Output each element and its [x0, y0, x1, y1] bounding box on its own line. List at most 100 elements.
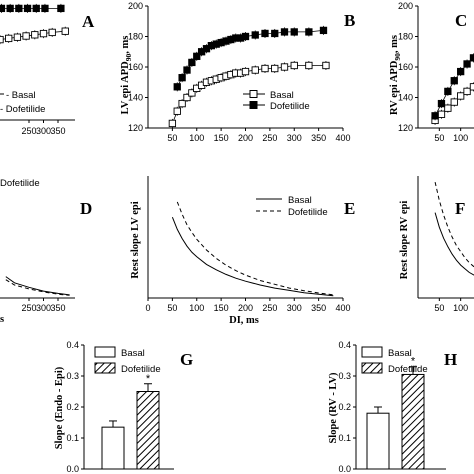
- panel-g-y-tick-label: 0.3: [66, 371, 79, 381]
- panel-a-point: [57, 4, 65, 13]
- panel-c-y-tick-label: 160: [398, 62, 413, 72]
- panel-b-point: [168, 119, 177, 128]
- panel-b-point: [178, 74, 186, 82]
- panel-g-legend: Basal Dofetilide: [94, 346, 161, 375]
- panel-d-x-axis-label: s: [0, 314, 4, 325]
- panel-h-bar-basal: [366, 412, 390, 470]
- panel-c-y-tick-label: 180: [398, 32, 413, 42]
- panel-b-point: [251, 31, 259, 39]
- panel-b-point: [261, 64, 269, 73]
- panel-e-line-basal: [171, 217, 334, 297]
- panel-b-point: [188, 89, 196, 97]
- panel-b-point: [241, 67, 250, 76]
- legend-label-dofetilide: Dofetilide: [288, 207, 328, 218]
- panel-b-point: [305, 28, 313, 36]
- panel-letter-d: D: [80, 199, 92, 218]
- panel-h-y-tick-label: 0.1: [338, 433, 351, 443]
- panel-b-y-axis-label: LV epi APD90, ms: [120, 36, 133, 115]
- panel-c-point: [437, 99, 446, 108]
- legend-label-dofetilide: Dofetilide: [270, 101, 310, 112]
- panel-d-x-tick-label: 300: [36, 303, 51, 313]
- panel-f-x-tick-label: 100: [453, 303, 468, 313]
- panel-letter-b: B: [344, 11, 355, 30]
- panel-c: C 120 140 160 180 200 50 100 RV epi APD90, ms: [389, 1, 474, 143]
- panel-h-y-tick-label: 0.3: [338, 371, 351, 381]
- panel-b-point: [271, 64, 279, 73]
- panel-f-axes: 50 100: [417, 176, 474, 313]
- legend-label-basal: Basal: [121, 348, 145, 359]
- panel-b-point: [319, 26, 328, 35]
- panel-a-x-ticks: 250 300 350: [21, 120, 66, 136]
- panel-letter-a: A: [82, 12, 95, 31]
- panel-letter-g: G: [180, 350, 193, 369]
- panel-b-x-tick-label: 300: [287, 133, 302, 143]
- legend-label-dofetilide: Dofetilide: [121, 364, 161, 375]
- panel-h-bars: *: [366, 356, 425, 470]
- panel-a-point: [41, 4, 49, 13]
- panel-c-y-axis-label: RV epi APD90, ms: [389, 35, 402, 115]
- panel-h-bar-dofetilide: [401, 373, 425, 470]
- panel-g-y-tick-label: 0.1: [66, 433, 79, 443]
- panel-c-point: [437, 110, 446, 118]
- panel-g: G 0.0 0.1 0.2 0.3 0.4 * Slope (Endo - Epi) B…: [54, 340, 193, 474]
- panel-e-x-tick-label: 50: [167, 303, 177, 313]
- panel-e-x-tick-label: 400: [335, 303, 350, 313]
- panel-a-point: [23, 4, 32, 13]
- panel-b-x-tick-label: 200: [238, 133, 253, 143]
- panel-b-marks: [168, 25, 330, 128]
- legend-swatch-dofetilide: [361, 362, 383, 374]
- panel-h-y-tick-label: 0.0: [338, 464, 351, 474]
- panel-b-point: [271, 29, 279, 38]
- panel-c-y-tick-label: 200: [398, 1, 413, 11]
- panel-b-point: [188, 58, 196, 67]
- panel-h-y-axis-label: Slope (RV - LV): [328, 372, 339, 444]
- panel-a-x-tick-label: 350: [50, 126, 65, 136]
- panel-e-x-tick-label: 100: [189, 303, 204, 313]
- panel-a-point: [5, 34, 13, 43]
- panel-e-x-tick-label: 250: [262, 303, 277, 313]
- legend-label-basal: - Basal: [6, 90, 36, 101]
- panel-letter-h: H: [444, 350, 457, 369]
- panel-b-y-tick-label: 140: [128, 93, 143, 103]
- panel-g-y-tick-label: 0.4: [66, 340, 79, 350]
- legend-marker-basal: [249, 90, 258, 98]
- legend-marker-dofetilide: [249, 101, 258, 109]
- panel-g-significance-star: *: [146, 373, 151, 385]
- panel-e-x-tick-label: 0: [145, 303, 150, 313]
- legend-label-basal: Basal: [288, 195, 312, 206]
- panel-a-point: [31, 31, 39, 39]
- legend-swatch-basal: [94, 346, 116, 358]
- panel-a-x-tick-label: 300: [36, 126, 51, 136]
- panel-e-legend: Basal Dofetilide: [256, 195, 328, 218]
- panel-b-point: [290, 28, 298, 36]
- panel-g-bars: *: [101, 373, 160, 470]
- panel-c-x-tick-label: 50: [434, 133, 444, 143]
- panel-a-point: [22, 32, 30, 40]
- panel-d-lines: [5, 276, 70, 296]
- panel-d: D Dofetilide 250 300 350 s: [0, 178, 92, 325]
- panel-b-point: [280, 63, 289, 71]
- panel-a: A 250 300 350 - Basal - Dofetilide: [0, 3, 95, 136]
- panel-e-x-axis-label: DI, ms: [229, 315, 259, 326]
- panel-b-x-tick-label: 400: [335, 133, 350, 143]
- panel-c-point: [431, 112, 439, 120]
- panel-a-point: [6, 4, 14, 13]
- panel-b-point: [261, 29, 269, 38]
- panel-d-x-tick-label: 250: [21, 303, 36, 313]
- panel-b-legend: Basal Dofetilide: [243, 90, 310, 112]
- panel-g-bar-dofetilide: [136, 391, 160, 470]
- panel-f-line-basal: [434, 212, 474, 276]
- panel-g-bar-basal: [101, 426, 125, 470]
- panel-b-point: [290, 61, 298, 70]
- panel-h-legend: Basal Dofetilide: [361, 346, 428, 375]
- panel-c-point: [457, 92, 465, 100]
- panel-b-point: [305, 61, 313, 70]
- panel-e-lines: [171, 201, 334, 297]
- panel-b-x-tick-label: 350: [311, 133, 326, 143]
- panel-a-point: [15, 4, 23, 13]
- panel-b-axes: 120 140 160 180 200 50 100 150 200 250 300 350 400: [128, 1, 351, 143]
- legend-label-dofetilide: Dofetilide: [388, 364, 428, 375]
- legend-swatch-dofetilide: [94, 362, 116, 374]
- panel-c-point: [450, 98, 458, 106]
